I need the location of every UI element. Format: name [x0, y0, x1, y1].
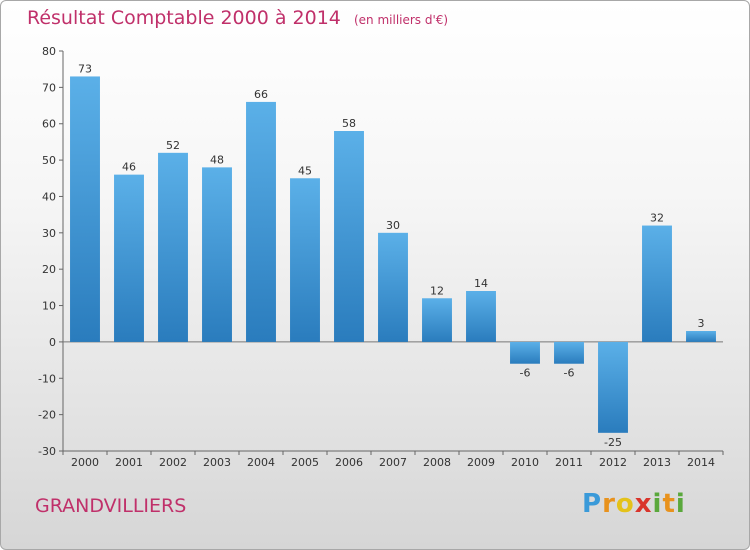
y-tick-label: 40: [42, 190, 56, 203]
bar: [642, 225, 672, 342]
data-label: 12: [430, 284, 444, 297]
data-label: 30: [386, 219, 400, 232]
x-tick-label: 2009: [467, 456, 495, 469]
chart-subtitle: (en milliers d'€): [353, 13, 449, 27]
x-tick-label: 2008: [423, 456, 451, 469]
bar: [686, 331, 716, 342]
y-tick-label: -30: [38, 445, 56, 458]
bar: [158, 152, 188, 342]
logo-letter: P: [582, 489, 603, 519]
chart-data-labels: 73 46 52 48 66 45 58 30 12 14 -6 -6 -25 32 3: [78, 62, 705, 448]
logo-letter: r: [602, 489, 616, 519]
x-tick-label: 2011: [555, 456, 583, 469]
x-tick-label: 2010: [511, 456, 539, 469]
data-label: 58: [342, 117, 356, 130]
bar: [290, 178, 320, 342]
bar: [510, 341, 540, 364]
y-tick-label: 0: [49, 336, 56, 349]
logo-letter: i: [675, 489, 686, 519]
data-label: 14: [474, 277, 488, 290]
y-tick-label: 70: [42, 81, 56, 94]
data-label: 32: [650, 212, 664, 225]
y-tick-label: -10: [38, 372, 56, 385]
bar: [554, 341, 584, 364]
x-tick-label: 2004: [247, 456, 275, 469]
y-tick-label: 10: [42, 300, 56, 313]
bar: [378, 232, 408, 342]
logo-letter: o: [615, 489, 635, 519]
data-label: 66: [254, 88, 268, 101]
logo-letter: i: [652, 489, 663, 519]
x-tick-label: 2012: [599, 456, 627, 469]
data-label: 46: [122, 161, 136, 174]
x-tick-label: 2013: [643, 456, 671, 469]
town-name: GRANDVILLIERS: [35, 495, 187, 517]
x-tick-label: 2002: [159, 456, 187, 469]
x-tick-label: 2000: [71, 456, 99, 469]
bar: [70, 76, 100, 342]
data-label: 3: [698, 317, 705, 330]
data-label: 73: [78, 62, 92, 75]
bar: [598, 341, 628, 433]
data-label: 48: [210, 153, 224, 166]
data-label: 45: [298, 164, 312, 177]
chart-bars: [70, 76, 716, 433]
bar: [202, 167, 232, 342]
x-tick-label: 2006: [335, 456, 363, 469]
y-tick-label: 80: [42, 45, 56, 58]
data-label: -25: [604, 436, 622, 449]
bar: [334, 131, 364, 342]
proxiti-logo: Proxiti: [582, 489, 686, 519]
y-tick-label: 60: [42, 118, 56, 131]
data-label: 52: [166, 139, 180, 152]
x-tick-label: 2007: [379, 456, 407, 469]
logo-letter: x: [634, 489, 653, 519]
x-tick-label: 2014: [687, 456, 715, 469]
logo-letter: t: [662, 489, 676, 519]
x-tick-label: 2001: [115, 456, 143, 469]
y-tick-label: 20: [42, 263, 56, 276]
chart-title: Résultat Comptable 2000 à 2014 (en milli…: [27, 7, 448, 29]
y-tick-label: 30: [42, 227, 56, 240]
y-tick-label: 50: [42, 154, 56, 167]
data-label: -6: [520, 367, 531, 380]
chart-axes: -30 -20 -10 0 10 20 30 40 50 60 70 80 2000 2001 2002 20…: [38, 45, 724, 469]
chart-title-main: Résultat Comptable 2000 à 2014: [27, 7, 341, 29]
x-tick-label: 2003: [203, 456, 231, 469]
x-tick-label: 2005: [291, 456, 319, 469]
y-tick-label: -20: [38, 409, 56, 422]
bar: [466, 291, 496, 342]
bar: [246, 101, 276, 342]
data-label: -6: [564, 367, 575, 380]
bar: [422, 298, 452, 342]
bar: [114, 174, 144, 342]
